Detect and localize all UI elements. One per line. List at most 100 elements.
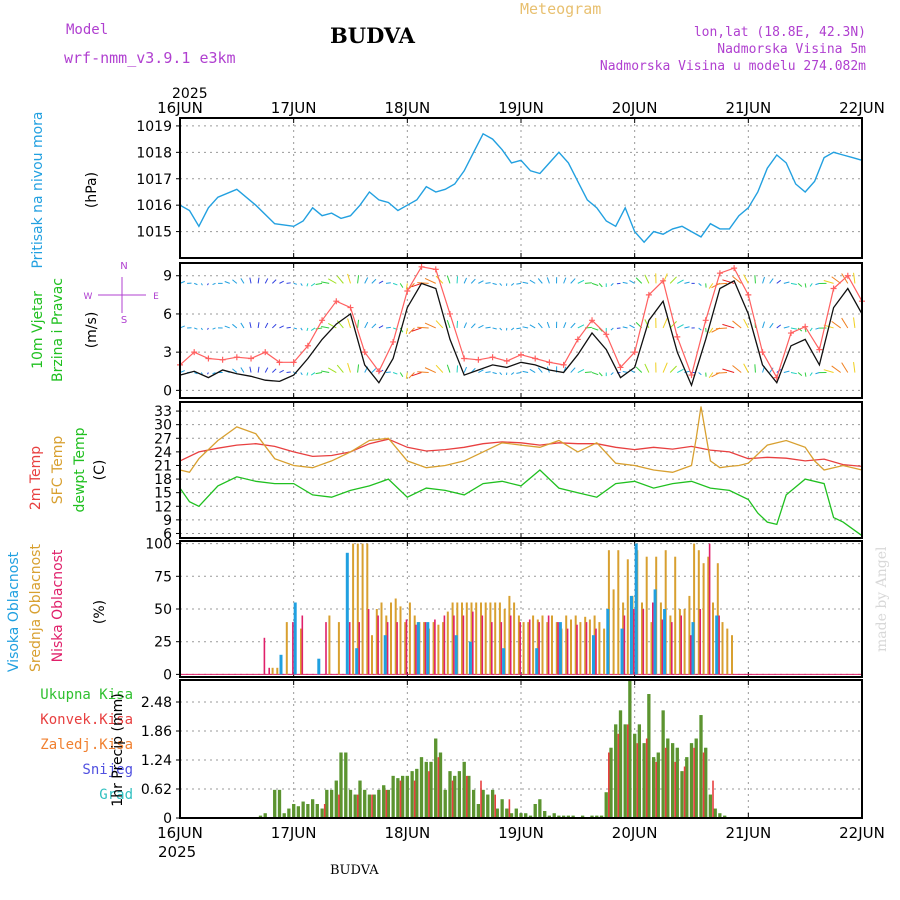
precip-overlay-bar xyxy=(353,794,357,818)
wind-unit: (m/s) xyxy=(84,312,100,349)
cloud-bar xyxy=(576,624,578,675)
cloud-bar xyxy=(462,615,465,675)
cloud-bar xyxy=(361,543,364,675)
wind-barb xyxy=(584,282,592,284)
precip-overlay-bar xyxy=(609,747,613,818)
wind-barb xyxy=(371,368,377,373)
wind-barb xyxy=(584,371,592,374)
wind-barb xyxy=(669,365,677,373)
wind-barb xyxy=(522,326,529,329)
wind-barb xyxy=(315,372,323,375)
lonlat-label: lon,lat (18.8E, 42.3N) xyxy=(694,25,866,40)
temp-label-sfc: SFC Temp xyxy=(50,436,66,505)
wind-barb xyxy=(417,282,429,284)
cloud-bar xyxy=(595,628,597,675)
cloud-bar xyxy=(579,622,582,675)
wind-barb xyxy=(232,368,238,373)
wind-barb xyxy=(399,283,404,288)
cloud-bar xyxy=(612,589,615,675)
bottom-date-label: 16JUN xyxy=(157,824,203,842)
cloud-bar xyxy=(443,615,446,675)
cloud-bar xyxy=(423,622,426,675)
cloud-bar xyxy=(446,611,449,675)
credit-label: made by Angel xyxy=(874,546,890,652)
wind-barb xyxy=(357,319,360,329)
cloud-bar xyxy=(424,622,427,675)
wind-barb xyxy=(669,276,677,284)
precip-overlay-bar xyxy=(713,808,717,818)
precip-overlay-bar xyxy=(500,799,504,818)
cloud-bar xyxy=(538,622,540,675)
precip-overlay-bar xyxy=(614,724,618,818)
wind-barb xyxy=(804,283,807,288)
precip-overlay-bar xyxy=(708,794,712,818)
wind-barb xyxy=(470,278,476,284)
bottom-year-label: 2025 xyxy=(158,843,196,861)
wind-barb xyxy=(446,364,451,373)
pressure-line xyxy=(179,132,863,244)
wind-gust-marker xyxy=(546,359,553,366)
precip-overlay-bar xyxy=(618,710,623,818)
elevation-label: Nadmorska Visina 5m xyxy=(717,42,866,57)
cloud-bar xyxy=(355,648,359,675)
cloud-bar xyxy=(726,628,729,675)
precip-overlay-bar xyxy=(348,789,353,818)
precip-overlay-bar xyxy=(543,811,547,818)
precip-overlay-bar xyxy=(429,761,433,818)
cloud-bar xyxy=(470,602,473,675)
wind-barb xyxy=(790,282,797,286)
cloud-bar xyxy=(519,622,521,675)
cloud-bar xyxy=(674,556,677,675)
wind-speed-line xyxy=(179,279,863,388)
cloud-bar xyxy=(536,619,539,675)
wind-barb xyxy=(529,368,536,373)
top-date-label: 19JUN xyxy=(498,99,544,117)
wind-barb xyxy=(328,367,337,373)
precip-overlay-bar xyxy=(590,815,594,818)
wind-barb xyxy=(537,367,543,373)
wind-barb xyxy=(336,320,344,329)
cloud-bar xyxy=(697,550,700,675)
cloud-bar xyxy=(465,602,468,675)
cloud-bar xyxy=(442,622,445,675)
precip-overlay-bar xyxy=(334,780,338,818)
wind-gust-marker xyxy=(830,285,837,292)
wind-gust-marker xyxy=(674,333,681,340)
y-tick-label: 6 xyxy=(163,307,172,323)
wind-barb xyxy=(708,372,714,379)
wind-barb xyxy=(385,371,391,374)
wind-barb xyxy=(797,372,803,377)
wind-barb xyxy=(194,282,198,286)
wind-barb xyxy=(264,278,269,284)
pressure-panel: 1015 1016 1017 1018 1019 xyxy=(136,117,863,259)
wind-barb xyxy=(306,283,309,287)
precip-overlay-bar xyxy=(538,799,542,818)
wind-gust-marker xyxy=(574,336,581,343)
precip-conv-bar xyxy=(664,747,667,818)
wind-barb xyxy=(306,327,309,332)
precip-overlay-bar xyxy=(519,813,523,818)
precip-overlay-bar xyxy=(311,799,315,818)
precip-overlay-bar xyxy=(424,761,428,818)
cloud-label-high: Visoka Oblacnost xyxy=(6,551,22,672)
cloud-panel: 0 25 50 75 100 xyxy=(145,537,863,683)
temp-unit: (C) xyxy=(92,460,108,481)
cloud-bar xyxy=(671,622,673,675)
cloud-bar xyxy=(634,543,638,675)
precip-conv-bar xyxy=(655,761,657,818)
wind-barb xyxy=(207,327,209,330)
cloud-bar xyxy=(426,622,430,675)
cloud-bar xyxy=(481,615,484,675)
wind-barb xyxy=(399,372,404,378)
precip-overlay-bar xyxy=(666,738,670,818)
precip-overlay-bar xyxy=(599,815,604,818)
wind-barb xyxy=(321,281,330,284)
wind-barb xyxy=(677,368,684,373)
wind-gust-marker xyxy=(219,356,226,363)
cloud-bar xyxy=(588,619,591,675)
wind-gust-marker xyxy=(617,364,624,371)
y-tick-label: 9 xyxy=(163,513,172,529)
wind-barb xyxy=(510,327,515,331)
cloud-bar xyxy=(366,543,369,675)
cloud-bar xyxy=(432,622,435,675)
